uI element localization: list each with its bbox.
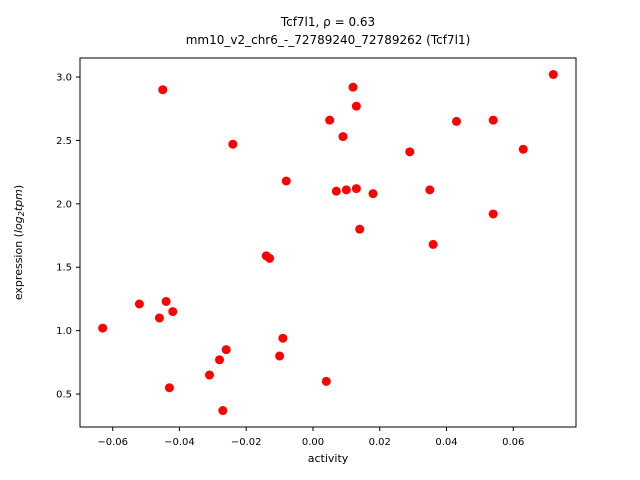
data-point <box>215 355 225 365</box>
data-point <box>452 116 462 126</box>
data-point <box>331 186 341 196</box>
y-axis-label: expression (log2tpm) <box>12 185 26 300</box>
data-point <box>325 115 335 125</box>
x-tick-label: 0.00 <box>302 437 324 448</box>
data-point <box>228 139 238 149</box>
x-tick-label: −0.06 <box>97 437 128 448</box>
data-point <box>134 299 144 309</box>
chart-title-line-1: Tcf7l1, ρ = 0.63 <box>280 15 375 29</box>
data-point <box>351 184 361 194</box>
chart-title-line-2: mm10_v2_chr6_-_72789240_72789262 (Tcf7l1… <box>186 33 471 47</box>
data-point <box>518 144 528 154</box>
data-point <box>405 147 415 157</box>
x-tick-label: 0.06 <box>502 437 524 448</box>
data-point <box>218 406 228 416</box>
x-tick-label: 0.04 <box>435 437 457 448</box>
x-tick-label: −0.02 <box>231 437 262 448</box>
data-point <box>278 333 288 343</box>
data-point <box>158 85 168 95</box>
data-point <box>428 239 438 249</box>
data-point <box>355 224 365 234</box>
data-point <box>164 383 174 393</box>
data-point <box>275 351 285 361</box>
data-point <box>265 253 275 263</box>
data-point <box>488 115 498 125</box>
data-point <box>168 307 178 317</box>
data-point <box>221 345 231 355</box>
x-tick-label: −0.04 <box>164 437 195 448</box>
y-tick-label: 2.5 <box>56 136 72 147</box>
data-point <box>161 296 171 306</box>
data-point <box>548 69 558 79</box>
data-point <box>348 82 358 92</box>
plot-frame <box>79 57 577 428</box>
x-tick-label: 0.02 <box>369 437 391 448</box>
data-point <box>281 176 291 186</box>
data-point <box>351 101 361 111</box>
data-point <box>205 370 215 380</box>
data-point <box>368 189 378 199</box>
y-tick-label: 1.0 <box>56 326 72 337</box>
y-tick-label: 3.0 <box>56 73 72 84</box>
data-point <box>338 132 348 142</box>
y-tick-label: 2.0 <box>56 199 72 210</box>
data-point <box>425 185 435 195</box>
data-point <box>98 323 108 333</box>
y-tick-label: 0.5 <box>56 390 72 401</box>
data-point <box>154 313 164 323</box>
data-point <box>341 185 351 195</box>
y-tick-label: 1.5 <box>56 263 72 274</box>
data-point <box>488 209 498 219</box>
x-axis-label: activity <box>308 452 349 465</box>
data-point <box>321 376 331 386</box>
